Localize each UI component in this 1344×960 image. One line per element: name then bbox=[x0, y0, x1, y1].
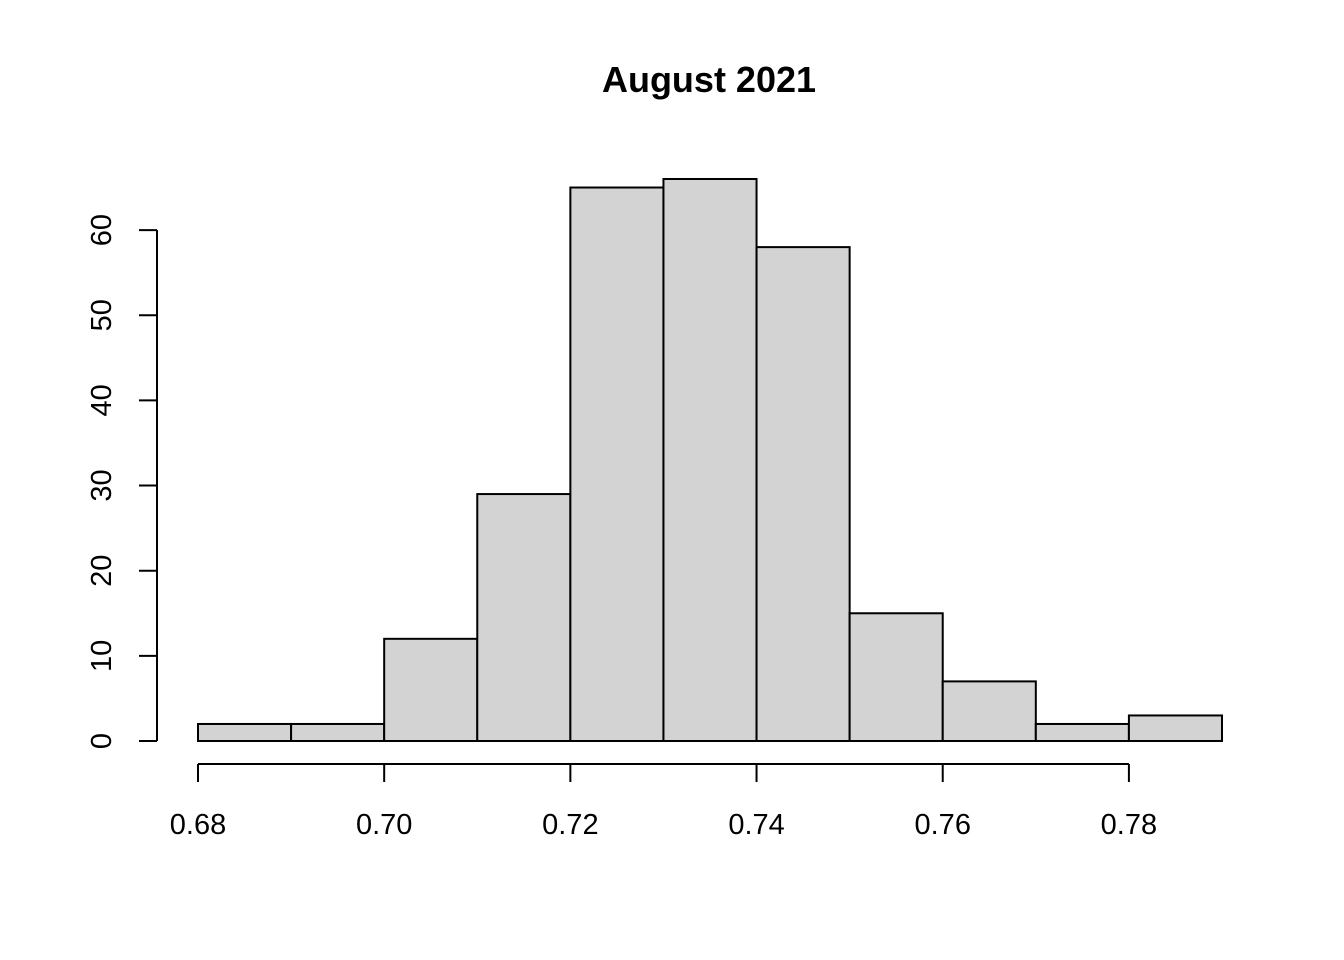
x-tick-label: 0.74 bbox=[728, 809, 784, 841]
histogram-bar bbox=[383, 637, 479, 742]
y-axis: 0 10 20 30 40 50 60 bbox=[86, 214, 158, 749]
y-tick-label: 60 bbox=[86, 214, 118, 246]
y-tick-label: 10 bbox=[86, 640, 118, 672]
x-tick-label: 0.68 bbox=[170, 809, 226, 841]
histogram-bar bbox=[290, 722, 386, 743]
histogram-bar bbox=[1127, 714, 1223, 742]
histogram-bar bbox=[1034, 722, 1130, 743]
histogram-bar bbox=[569, 186, 665, 743]
y-tick-label: 30 bbox=[86, 469, 118, 501]
histogram-bar bbox=[197, 722, 293, 743]
x-tick-label: 0.72 bbox=[542, 809, 598, 841]
bars-group bbox=[197, 178, 1223, 743]
y-tick-label: 50 bbox=[86, 299, 118, 331]
y-tick-label: 0 bbox=[86, 733, 118, 749]
chart-title: August 2021 bbox=[602, 59, 816, 100]
x-tick-label: 0.78 bbox=[1101, 809, 1157, 841]
y-tick-label: 20 bbox=[86, 555, 118, 587]
histogram-bar bbox=[941, 680, 1037, 742]
histogram-bar bbox=[476, 493, 572, 742]
y-tick-label: 40 bbox=[86, 384, 118, 416]
histogram-bar bbox=[755, 246, 851, 742]
histogram-bar bbox=[848, 612, 944, 742]
x-axis: 0.68 0.70 0.72 0.74 0.76 0.78 bbox=[170, 763, 1157, 841]
x-tick-label: 0.76 bbox=[915, 809, 971, 841]
x-tick-label: 0.70 bbox=[356, 809, 412, 841]
histogram-bar bbox=[662, 178, 758, 742]
